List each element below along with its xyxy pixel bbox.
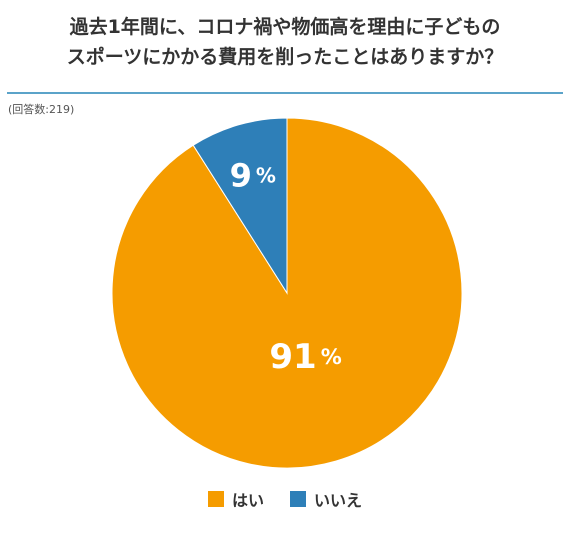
chart-legend: はい いいえ <box>0 487 570 511</box>
title-divider <box>7 92 563 94</box>
pie-label-yes: 91% <box>269 337 341 377</box>
legend-swatch-yes <box>207 491 224 507</box>
legend-item-yes: はい <box>207 487 264 511</box>
legend-swatch-no <box>290 491 306 507</box>
legend-label-yes: はい <box>231 491 264 510</box>
chart-title-line-1: 過去1年間に、コロナ禍や物価高を理由に子どもの <box>69 16 501 38</box>
chart-title: 過去1年間に、コロナ禍や物価高を理由に子どもの スポーツにかかる費用を削ったこと… <box>0 12 570 72</box>
pie-slice-no <box>192 117 288 295</box>
legend-item-no: いいえ <box>290 487 362 511</box>
pie-label-no: 9% <box>230 156 276 194</box>
response-count: (回答数:219) <box>8 103 75 116</box>
chart-title-line-2: スポーツにかかる費用を削ったことはありますか？ <box>66 46 504 68</box>
legend-label-no: いいえ <box>314 491 363 510</box>
